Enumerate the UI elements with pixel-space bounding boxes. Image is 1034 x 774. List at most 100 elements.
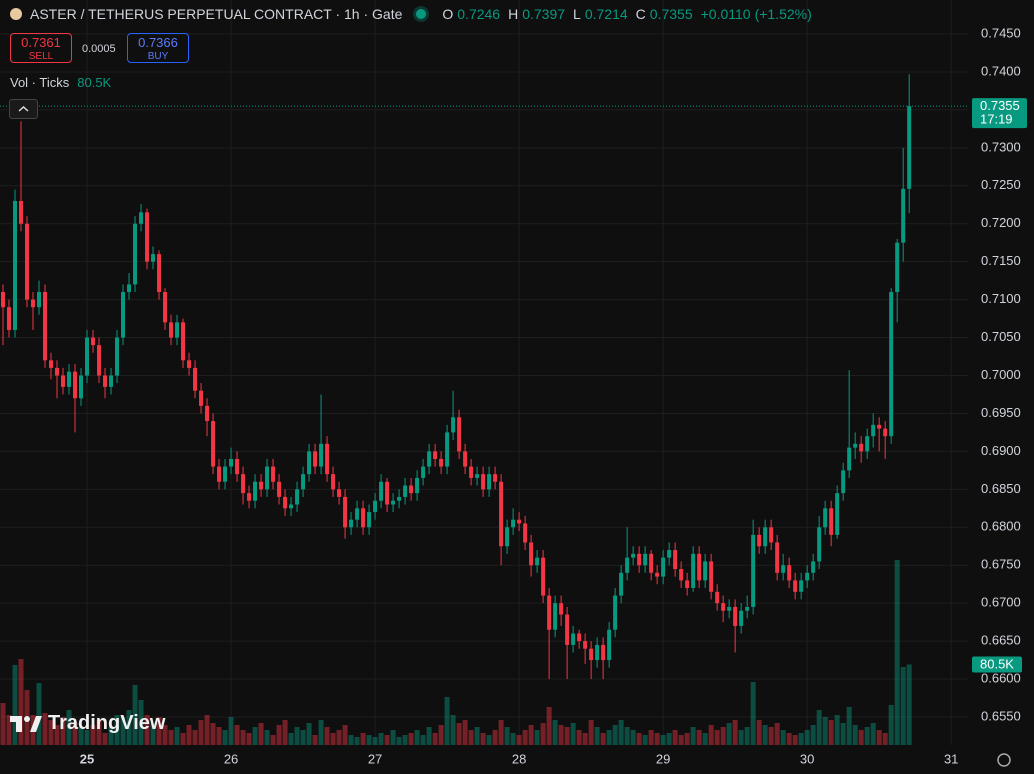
y-tick-label: 0.7300	[981, 139, 1021, 154]
candle-body	[19, 200, 24, 224]
volume-bar	[486, 735, 492, 745]
candle-body	[697, 553, 702, 581]
volume-bar	[738, 730, 744, 745]
volume-bar	[84, 730, 90, 745]
volume-bar	[180, 733, 186, 745]
candle-body	[223, 466, 228, 482]
close-label: C	[635, 6, 646, 22]
candle-body	[277, 481, 282, 497]
volume-bar	[210, 723, 216, 745]
volume-bar	[504, 727, 510, 745]
volume-bar	[282, 720, 288, 745]
volume-bar	[300, 730, 306, 745]
candle-body	[625, 557, 630, 573]
candle-body	[679, 569, 684, 581]
candle-body	[145, 212, 150, 262]
volume-bar	[204, 715, 210, 745]
y-tick-label: 0.6600	[981, 670, 1021, 685]
candle-body	[415, 477, 420, 494]
settings-icon[interactable]	[997, 753, 1011, 767]
volume-bar	[534, 730, 540, 745]
candle-body	[85, 337, 90, 376]
volume-bar	[276, 725, 282, 745]
candle-body	[361, 508, 366, 528]
candle-body	[691, 553, 696, 588]
volume-bar	[642, 735, 648, 745]
chart-title: ASTER / TETHERUS PERPETUAL CONTRACT · 1h…	[30, 6, 403, 22]
candle-body	[895, 242, 900, 293]
buy-button[interactable]: 0.7366 BUY	[127, 33, 189, 63]
candle-body	[715, 591, 720, 604]
candle-body	[175, 322, 180, 338]
candle-body	[259, 481, 264, 490]
spread: 0.0005	[82, 43, 116, 55]
volume-bar	[750, 682, 756, 745]
sell-button[interactable]: 0.7361 SELL	[10, 33, 72, 63]
buy-label: BUY	[147, 51, 169, 62]
volume-bar	[492, 730, 498, 745]
candle-body	[97, 345, 102, 376]
candle-body	[793, 580, 798, 592]
candle-body	[91, 337, 96, 346]
candle-body	[577, 633, 582, 642]
volume-bar	[864, 727, 870, 745]
candle-body	[619, 572, 624, 596]
candle-body	[319, 443, 324, 467]
collapse-button[interactable]	[9, 99, 38, 119]
chevron	[18, 105, 29, 112]
volume-bar	[264, 730, 270, 745]
y-tick-label: 0.6800	[981, 519, 1021, 534]
volume-value: 80.5K	[77, 75, 112, 90]
candle-body	[73, 371, 78, 399]
volume-bar	[666, 733, 672, 745]
candle-body	[343, 496, 348, 528]
volume-bar	[288, 733, 294, 745]
candle-body	[43, 292, 48, 361]
volume-bar	[258, 723, 264, 745]
volume-bar	[102, 733, 108, 745]
branding: TradingView	[10, 712, 165, 735]
volume-bar	[186, 725, 192, 745]
candle-body	[391, 500, 396, 505]
y-tick-label: 0.7100	[981, 291, 1021, 306]
volume-bar	[672, 730, 678, 745]
candle-body	[571, 633, 576, 645]
volume-bar	[378, 733, 384, 745]
candle-body	[607, 629, 612, 661]
candle-body	[115, 337, 120, 376]
candle-body	[457, 417, 462, 452]
volume-bar	[60, 717, 66, 745]
axes: 0.6550 0.6600 0.6650 0.6700 0.6750 0.6800 0.68…	[80, 25, 1027, 766]
volume-bar	[828, 720, 834, 745]
x-tick-label: 26	[224, 751, 238, 766]
candle-body	[865, 436, 870, 452]
x-tick-label: 31	[944, 751, 958, 766]
candle-body	[727, 606, 732, 611]
candle-body	[421, 466, 426, 478]
candle-body	[433, 451, 438, 459]
volume-bar	[108, 727, 114, 745]
candle-body	[841, 470, 846, 494]
volume-bar	[528, 725, 534, 745]
volume-bar	[468, 730, 474, 745]
volume-bar	[228, 717, 234, 745]
candle-body	[109, 375, 114, 387]
candle-body	[517, 519, 522, 524]
volume-bar	[498, 720, 504, 745]
candle-body	[25, 223, 30, 300]
candle-body	[487, 474, 492, 490]
volume-bar	[756, 720, 762, 745]
symbol-icon	[10, 8, 22, 20]
candle-body	[355, 508, 360, 520]
candle-body	[493, 474, 498, 482]
candle-body	[67, 371, 72, 387]
candle-body	[13, 200, 18, 330]
volume-bar	[144, 715, 150, 745]
candle-body	[445, 432, 450, 467]
volume-bar	[690, 727, 696, 745]
candle-body	[295, 489, 300, 505]
candle-body	[469, 466, 474, 478]
volume-bar	[726, 723, 732, 745]
candle-body	[313, 451, 318, 467]
volume-bar	[624, 727, 630, 745]
